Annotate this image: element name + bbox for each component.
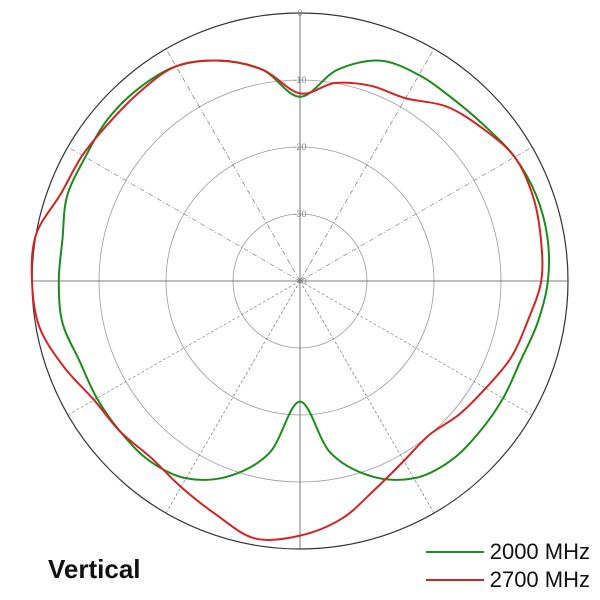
- grid-spoke: [299, 146, 533, 282]
- polar-grid: [31, 12, 569, 550]
- grid-spoke: [165, 48, 301, 282]
- tick-label: -20: [293, 142, 306, 152]
- tick-label: 0: [297, 8, 302, 18]
- tick-label: -40: [293, 276, 306, 286]
- legend-item-2700: 2700 MHz: [425, 566, 590, 594]
- series-line-1: [30, 59, 544, 541]
- legend-label-2700: 2700 MHz: [489, 567, 590, 592]
- legend-item-2000: 2000 MHz: [425, 538, 590, 566]
- chart-caption: Vertical: [48, 554, 141, 584]
- legend: 2000 MHz 2700 MHz: [425, 538, 590, 594]
- tick-label: -30: [293, 209, 306, 219]
- series-layer: [30, 59, 551, 541]
- radial-tick-labels: 0 -10 -20 -30 -40: [293, 8, 306, 286]
- grid-spoke: [299, 48, 435, 282]
- grid-spoke: [67, 146, 301, 282]
- legend-swatch-2700: [425, 579, 484, 581]
- tick-label: -10: [293, 75, 306, 85]
- legend-swatch-2000: [425, 551, 484, 553]
- legend-label-2000: 2000 MHz: [489, 539, 590, 564]
